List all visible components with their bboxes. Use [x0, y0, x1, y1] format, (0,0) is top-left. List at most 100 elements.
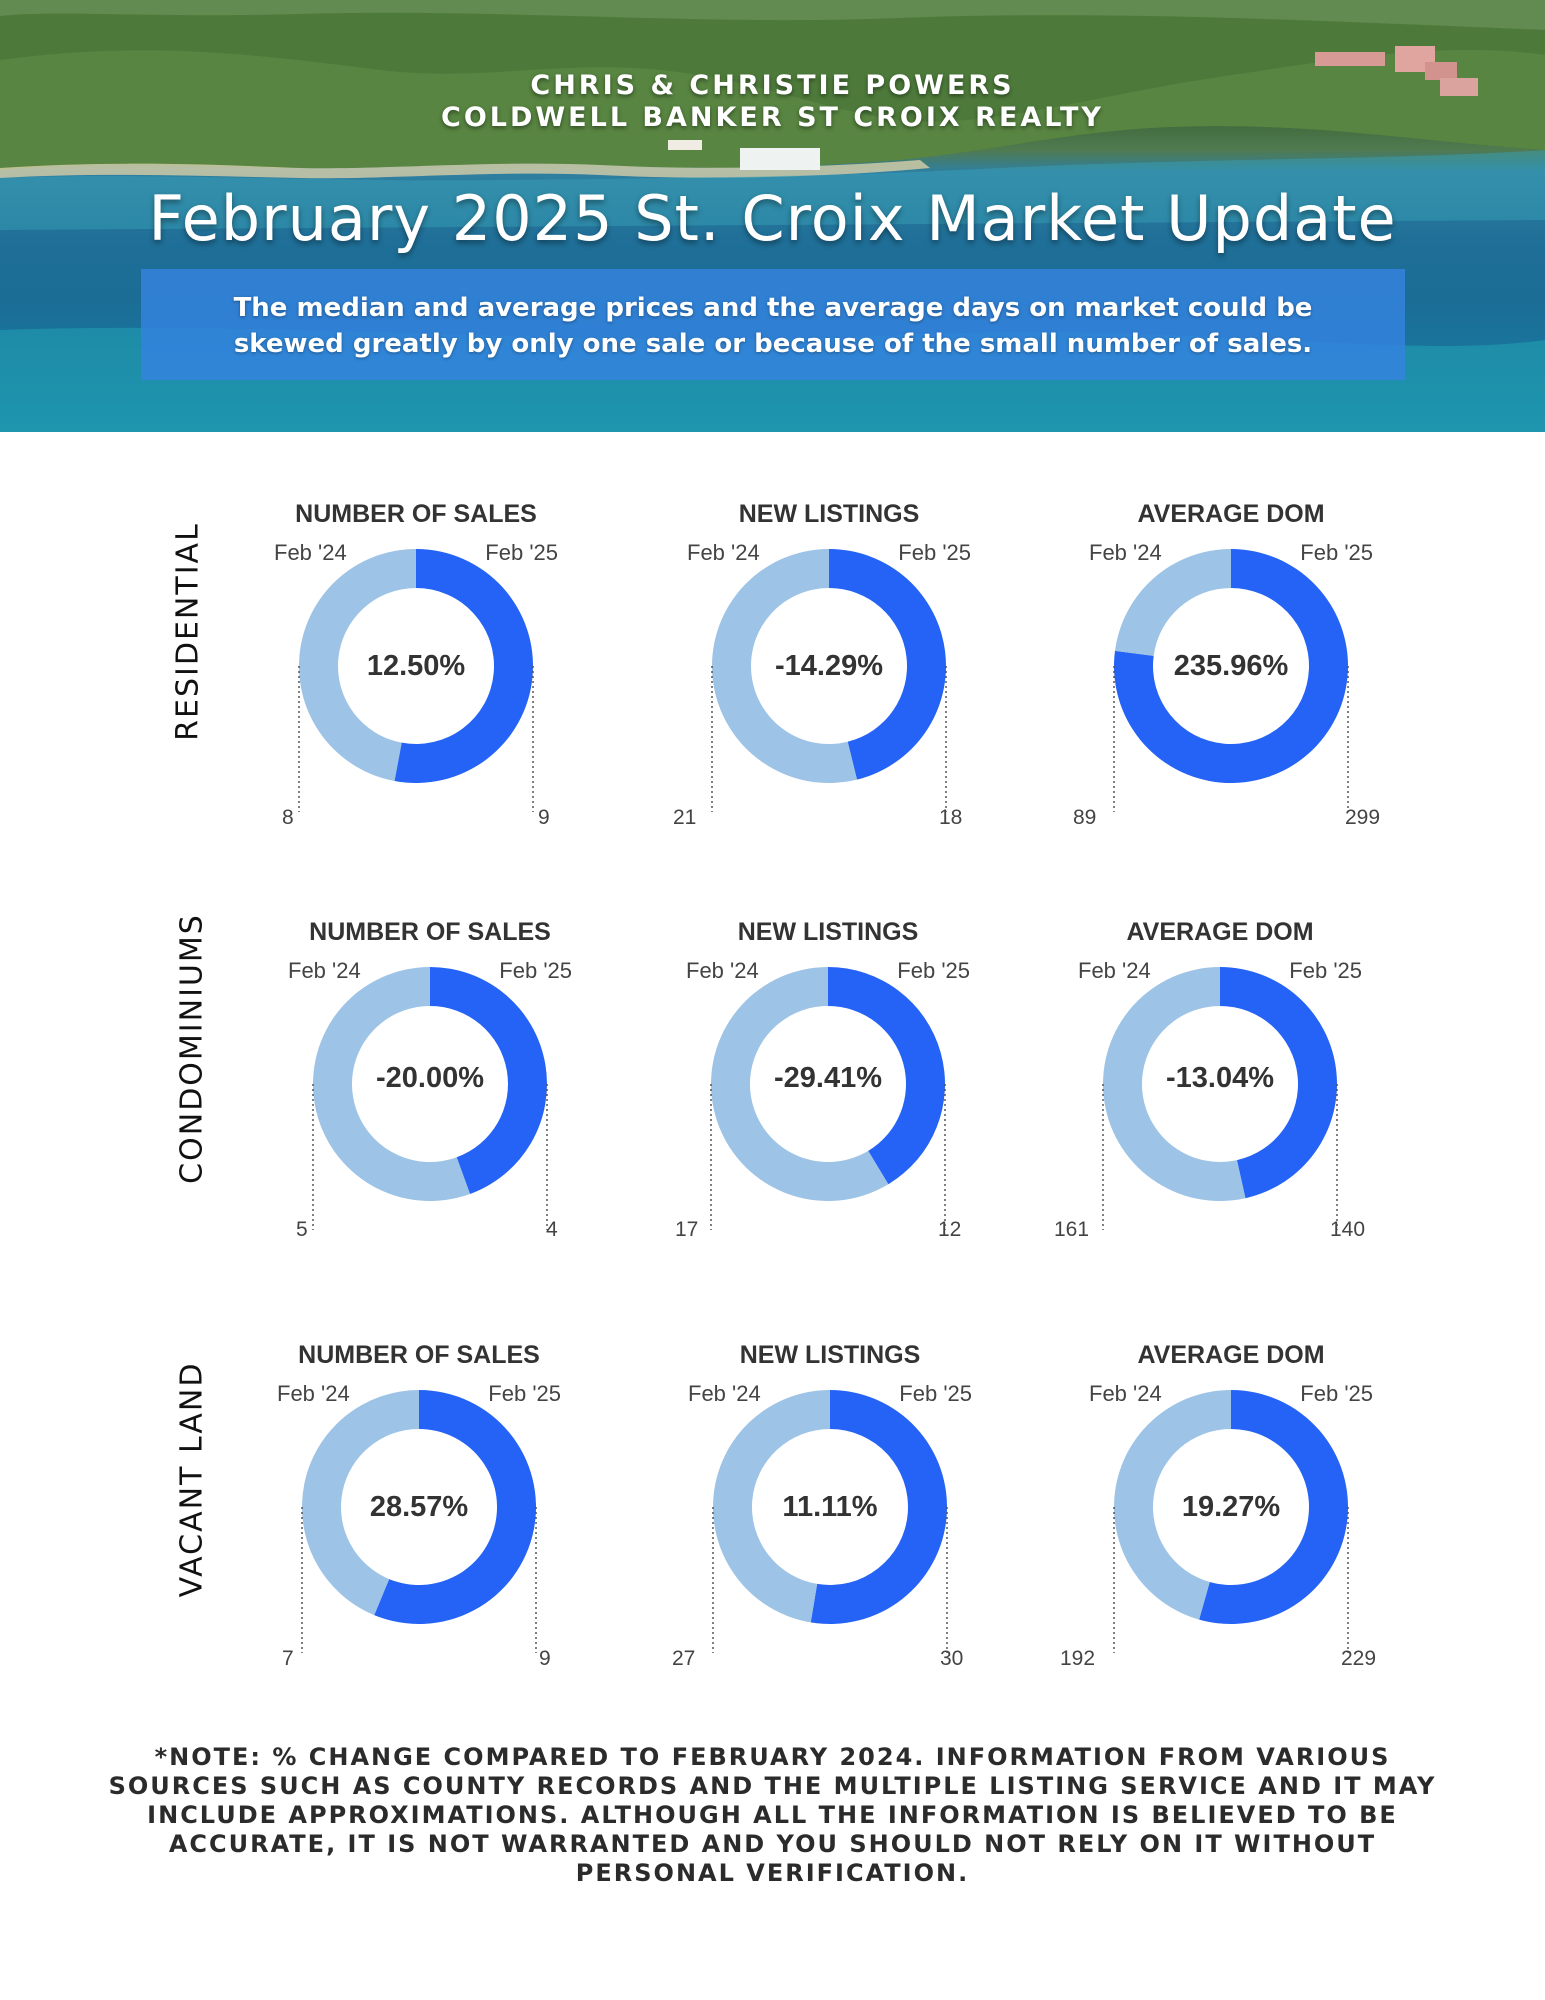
value-prev-label: 21	[673, 806, 697, 829]
chart-residential-number-of-sales: NUMBER OF SALES Feb '24 Feb '25 12.50% 8…	[266, 500, 566, 830]
slice-feb-25	[828, 967, 945, 1185]
donut-chart	[301, 1390, 537, 1653]
value-curr-label: 9	[538, 806, 550, 829]
legend-prev: Feb '24	[1078, 958, 1151, 983]
slice-feb-25	[394, 549, 533, 783]
chart-title: NUMBER OF SALES	[295, 500, 537, 528]
legend-curr: Feb '25	[899, 1381, 972, 1406]
chart-title: NEW LISTINGS	[738, 500, 920, 528]
footer-note: *NOTE: % CHANGE COMPARED TO FEBRUARY 202…	[108, 1743, 1437, 1887]
slice-feb-24	[712, 549, 857, 783]
pct-change-label: -13.04%	[1165, 1062, 1274, 1094]
legend-curr: Feb '25	[1300, 1381, 1373, 1406]
chart-title: AVERAGE DOM	[1137, 1341, 1325, 1369]
legend-prev: Feb '24	[686, 958, 759, 983]
row-label-condominiums: CONDOMINIUMS	[174, 913, 210, 1184]
slice-feb-24	[713, 1390, 830, 1623]
brokerage-name: COLDWELL BANKER ST CROIX REALTY	[441, 102, 1104, 133]
chart-condominiums-new-listings: NEW LISTINGS Feb '24 Feb '25 -29.41% 17 …	[675, 918, 978, 1248]
chart-title: NUMBER OF SALES	[309, 918, 551, 946]
slice-feb-25	[829, 549, 946, 780]
value-prev-label: 7	[282, 1647, 294, 1670]
legend-prev: Feb '24	[1089, 540, 1162, 565]
row-label-vacant-land: VACANT LAND	[174, 1361, 210, 1598]
slice-feb-24	[299, 549, 416, 782]
chart-title: NUMBER OF SALES	[298, 1341, 540, 1369]
legend-curr: Feb '25	[1300, 540, 1373, 565]
value-curr-label: 12	[938, 1218, 962, 1241]
chart-vacant-land-number-of-sales: NUMBER OF SALES Feb '24 Feb '25 28.57% 7…	[269, 1341, 569, 1671]
donut-chart	[1113, 1390, 1349, 1653]
pct-change-label: -14.29%	[774, 650, 883, 682]
disclaimer-box	[141, 269, 1405, 380]
disclaimer-line-2: skewed greatly by only one sale or becau…	[233, 329, 1313, 359]
chart-vacant-land-average-dom: AVERAGE DOM Feb '24 Feb '25 19.27% 192 2…	[1060, 1341, 1381, 1671]
value-curr-label: 9	[539, 1647, 551, 1670]
legend-curr: Feb '25	[488, 1381, 561, 1406]
slice-feb-24	[313, 967, 471, 1201]
legend-prev: Feb '24	[1089, 1381, 1162, 1406]
legend-curr: Feb '25	[1289, 958, 1362, 983]
legend-curr: Feb '25	[499, 958, 572, 983]
value-curr-label: 30	[940, 1647, 964, 1670]
slice-feb-25	[1114, 549, 1348, 783]
pct-change-label: -20.00%	[375, 1062, 484, 1094]
slice-feb-25	[1220, 967, 1337, 1199]
legend-prev: Feb '24	[288, 958, 361, 983]
slice-feb-25	[1199, 1390, 1348, 1624]
donut-chart	[312, 967, 548, 1230]
value-curr-label: 4	[546, 1218, 558, 1241]
chart-title: NEW LISTINGS	[737, 918, 919, 946]
slice-feb-25	[430, 967, 547, 1194]
value-prev-label: 8	[282, 806, 294, 829]
slice-feb-24	[1113, 1390, 1231, 1620]
donut-chart	[1102, 967, 1338, 1230]
value-curr-label: 229	[1341, 1647, 1377, 1670]
legend-prev: Feb '24	[277, 1381, 350, 1406]
chart-condominiums-number-of-sales: NUMBER OF SALES Feb '24 Feb '25 -20.00% …	[280, 918, 580, 1248]
slice-feb-25	[810, 1390, 947, 1624]
pct-change-label: 28.57%	[369, 1491, 469, 1523]
donut-chart	[711, 549, 947, 812]
chart-title: AVERAGE DOM	[1137, 500, 1325, 528]
legend-prev: Feb '24	[274, 540, 347, 565]
donut-chart	[298, 549, 534, 812]
value-prev-label: 192	[1060, 1647, 1096, 1670]
value-curr-label: 299	[1345, 806, 1381, 829]
value-prev-label: 17	[675, 1218, 699, 1241]
pct-change-label: 19.27%	[1181, 1491, 1281, 1523]
value-curr-label: 18	[939, 806, 963, 829]
pct-change-label: 12.50%	[366, 650, 466, 682]
chart-title: AVERAGE DOM	[1126, 918, 1314, 946]
chart-condominiums-average-dom: AVERAGE DOM Feb '24 Feb '25 -13.04% 161 …	[1054, 918, 1370, 1248]
hero-banner: CHRIS & CHRISTIE POWERS COLDWELL BANKER …	[0, 0, 1545, 432]
slice-feb-25	[374, 1390, 536, 1624]
pct-change-label: 235.96%	[1173, 650, 1289, 682]
chart-residential-new-listings: NEW LISTINGS Feb '24 Feb '25 -14.29% 21 …	[673, 500, 979, 830]
donut-chart	[1113, 549, 1349, 812]
page-title: February 2025 St. Croix Market Update	[148, 182, 1397, 255]
legend-curr: Feb '25	[485, 540, 558, 565]
legend-curr: Feb '25	[898, 540, 971, 565]
disclaimer-text: The median and average prices and the av…	[160, 290, 1386, 362]
row-label-residential: RESIDENTIAL	[170, 522, 206, 741]
pct-change-label: -29.41%	[773, 1062, 882, 1094]
donut-chart	[712, 1390, 948, 1653]
value-curr-label: 140	[1330, 1218, 1366, 1241]
slice-feb-24	[1114, 549, 1231, 656]
slice-feb-24	[711, 967, 889, 1201]
disclaimer-line-1: The median and average prices and the av…	[233, 293, 1313, 323]
slice-feb-24	[302, 1390, 419, 1616]
value-prev-label: 89	[1073, 806, 1097, 829]
chart-title: NEW LISTINGS	[739, 1341, 921, 1369]
slice-feb-24	[1103, 967, 1246, 1201]
legend-curr: Feb '25	[897, 958, 970, 983]
value-prev-label: 161	[1054, 1218, 1090, 1241]
donut-chart	[710, 967, 946, 1230]
legend-prev: Feb '24	[688, 1381, 761, 1406]
pct-change-label: 11.11%	[782, 1491, 878, 1523]
chart-residential-average-dom: AVERAGE DOM Feb '24 Feb '25 235.96% 89 2…	[1073, 500, 1381, 830]
chart-vacant-land-new-listings: NEW LISTINGS Feb '24 Feb '25 11.11% 27 3…	[672, 1341, 980, 1671]
legend-prev: Feb '24	[687, 540, 760, 565]
value-prev-label: 27	[672, 1647, 696, 1670]
